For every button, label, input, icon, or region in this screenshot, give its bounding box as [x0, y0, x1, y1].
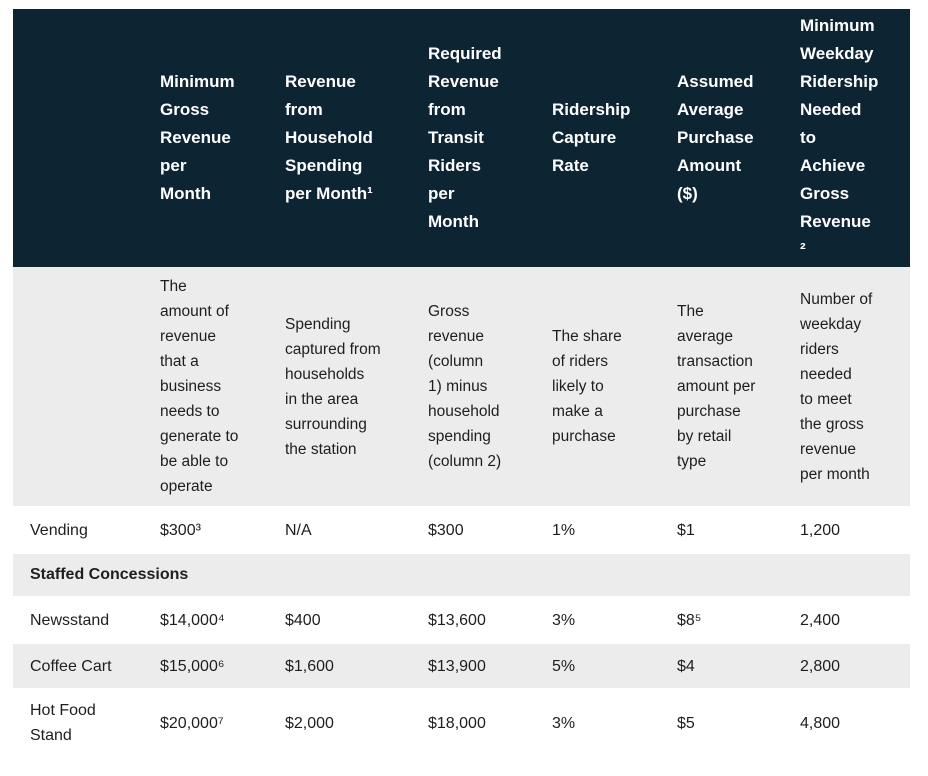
cell-weekday-ridership: 4,800 — [800, 714, 841, 732]
table-row-hot-food-stand: Hot Food Stand $20,000⁷ $2,000 $18,000 3… — [13, 688, 910, 758]
row-label: Hot Food Stand — [30, 702, 96, 744]
cell-transit-revenue: $300 — [428, 521, 464, 539]
cell-household-revenue: $400 — [285, 611, 321, 629]
table-row-vending: Vending $300³ N/A $300 1% $1 1,200 — [13, 506, 910, 554]
cell-purchase-amount: $4 — [677, 657, 695, 675]
cell-capture-rate: 3% — [552, 714, 576, 732]
cell-purchase-amount: $1 — [677, 521, 695, 539]
cell-purchase-amount: $8⁵ — [677, 611, 702, 629]
desc-required-transit-revenue: Gross revenue (column 1) minus household… — [428, 303, 502, 470]
desc-weekday-ridership: Number of weekday riders needed to meet … — [800, 290, 873, 483]
table-row-newsstand: Newsstand $14,000⁴ $400 $13,600 3% $8⁵ 2… — [13, 596, 910, 644]
desc-average-purchase: The average transaction amount per purch… — [677, 303, 756, 470]
desc-ridership-capture-rate: The share of riders likely to make a pur… — [552, 328, 622, 445]
col-header-minimum-weekday-ridership: Minimum Weekday Ridership Needed to Achi… — [800, 16, 879, 259]
cell-household-revenue: $1,600 — [285, 657, 334, 675]
section-label: Staffed Concessions — [30, 566, 189, 583]
col-header-assumed-average-purchase: Assumed Average Purchase Amount ($) — [677, 72, 754, 203]
cell-min-gross-revenue: $14,000⁴ — [160, 611, 225, 629]
row-label: Newsstand — [30, 611, 110, 629]
cell-min-gross-revenue: $20,000⁷ — [160, 714, 224, 732]
col-header-household-spending-revenue: Revenue from Household Spending per Mont… — [285, 72, 373, 203]
desc-household-spending: Spending captured from households in the… — [285, 315, 381, 458]
desc-minimum-gross-revenue: The amount of revenue that a business ne… — [160, 278, 239, 495]
col-header-required-transit-rider-revenue: Required Revenue from Transit Riders per… — [428, 44, 502, 231]
cell-purchase-amount: $5 — [677, 714, 695, 732]
cell-capture-rate: 3% — [552, 611, 576, 629]
table-header-row: Minimum Gross Revenue per Month Revenue … — [13, 9, 910, 267]
cell-capture-rate: 1% — [552, 521, 576, 539]
col-header-ridership-capture-rate: Ridership Capture Rate — [552, 100, 631, 175]
cell-transit-revenue: $13,900 — [428, 657, 486, 675]
cell-transit-revenue: $18,000 — [428, 714, 486, 732]
cell-weekday-ridership: 1,200 — [800, 521, 841, 539]
cell-household-revenue: $2,000 — [285, 714, 334, 732]
row-label: Vending — [30, 521, 88, 539]
cell-weekday-ridership: 2,800 — [800, 657, 841, 675]
row-label: Coffee Cart — [30, 657, 112, 675]
cell-household-revenue: N/A — [285, 521, 312, 539]
table-row-coffee-cart: Coffee Cart $15,000⁶ $1,600 $13,900 5% $… — [13, 644, 910, 688]
col-header-minimum-gross-revenue: Minimum Gross Revenue per Month — [160, 72, 235, 203]
cell-transit-revenue: $13,600 — [428, 611, 486, 629]
concession-revenue-table: Minimum Gross Revenue per Month Revenue … — [13, 9, 910, 758]
cell-min-gross-revenue: $300³ — [160, 521, 201, 539]
cell-capture-rate: 5% — [552, 657, 576, 675]
cell-min-gross-revenue: $15,000⁶ — [160, 657, 225, 675]
table-description-row: The amount of revenue that a business ne… — [13, 267, 910, 506]
table-section-row-staffed-concessions: Staffed Concessions — [13, 554, 910, 596]
cell-weekday-ridership: 2,400 — [800, 611, 841, 629]
